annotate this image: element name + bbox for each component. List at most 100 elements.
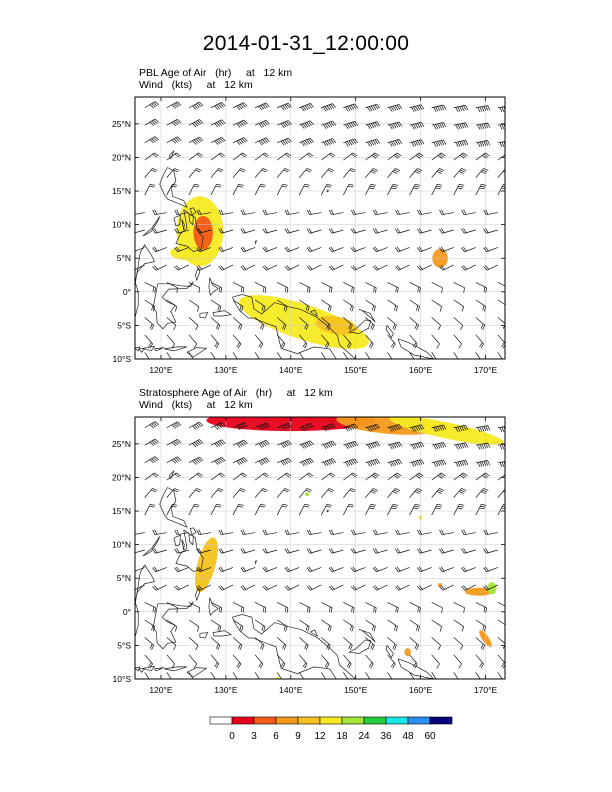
wind-barb-feather xyxy=(241,103,246,108)
wind-barb-feather xyxy=(328,168,334,171)
wind-barb-feather xyxy=(199,456,204,461)
map-frame xyxy=(134,96,506,360)
wind-barb-feather xyxy=(195,423,200,428)
wind-barb-feather xyxy=(238,184,244,186)
wind-barb-feather xyxy=(176,607,178,613)
wind-barb-feather xyxy=(437,443,441,449)
wind-barb-feather xyxy=(439,425,443,431)
wind-barb-feather xyxy=(330,424,335,429)
wind-barb-feather xyxy=(501,507,505,509)
wind-barb-staff xyxy=(409,317,419,326)
wind-barb-feather xyxy=(214,460,219,465)
wind-barb-staff xyxy=(166,672,172,679)
wind-barb-feather xyxy=(176,228,180,233)
colorbar-label: 36 xyxy=(380,731,392,742)
wind-barb-feather xyxy=(463,152,468,157)
colorbar-label: 18 xyxy=(336,731,348,742)
wind-barb-feather xyxy=(370,184,377,186)
wind-barb-feather xyxy=(437,504,443,506)
wind-barb-feather xyxy=(483,473,489,478)
colorbar-label: 12 xyxy=(314,731,326,742)
wind-barb-feather xyxy=(459,106,463,112)
wind-barb-feather xyxy=(461,460,465,466)
wind-barb-feather xyxy=(262,286,265,292)
wind-barb-feather xyxy=(485,425,489,431)
wind-barb-feather xyxy=(394,228,399,234)
wind-barb-feather xyxy=(437,141,441,146)
wind-barb-feather xyxy=(439,473,445,478)
wind-barb-feather xyxy=(300,444,305,449)
wind-barb-feather xyxy=(199,439,204,444)
wind-barb-feather xyxy=(322,444,327,449)
wind-barb-feather xyxy=(349,169,355,173)
wind-barb-feather xyxy=(501,682,504,686)
wind-barb-feather xyxy=(149,185,155,188)
wind-barb-feather xyxy=(238,442,243,447)
y-tick-label: 10°S xyxy=(112,354,131,364)
wind-barb-feather xyxy=(455,142,459,148)
wind-barb-feather xyxy=(284,209,288,215)
wind-barb-feather xyxy=(326,442,331,448)
wind-barb-feather xyxy=(506,287,507,292)
wind-barb-feather xyxy=(458,663,462,669)
wind-barb-feather xyxy=(284,121,289,127)
wind-barb-feather xyxy=(485,566,489,572)
wind-barb-feather xyxy=(374,228,379,233)
wind-barb-feather xyxy=(371,325,375,331)
wind-barb-staff xyxy=(397,532,410,536)
wind-barb-feather xyxy=(328,488,334,491)
wind-barb-feather xyxy=(479,342,483,347)
wind-barb-feather xyxy=(350,488,357,491)
wind-barb-feather xyxy=(153,119,158,124)
wind-barb-staff xyxy=(497,317,505,325)
wind-barb-feather xyxy=(328,266,333,271)
wind-barb-feather xyxy=(350,548,355,554)
x-tick-label: 130°E xyxy=(214,365,238,375)
wind-barb-staff xyxy=(387,352,393,359)
wind-barb-feather xyxy=(198,246,202,252)
wind-barb-feather xyxy=(481,426,485,432)
wind-barb-feather xyxy=(392,643,396,649)
wind-barb-feather xyxy=(393,475,399,479)
wind-barb-staff xyxy=(409,168,418,178)
wind-barb-feather xyxy=(171,139,177,144)
wind-barb-feather xyxy=(236,140,241,146)
wind-barb-feather xyxy=(286,548,290,553)
wind-barb-feather xyxy=(242,548,246,553)
wind-barb-feather xyxy=(433,142,437,147)
wind-barb-feather xyxy=(196,529,200,535)
wind-barb-feather xyxy=(352,472,358,477)
wind-barb-feather xyxy=(194,504,200,506)
wind-barb-feather xyxy=(265,137,270,142)
wind-barb-feather xyxy=(308,458,313,464)
wind-barb-feather xyxy=(501,106,505,112)
wind-barb-feather xyxy=(214,662,218,667)
wind-barb-feather xyxy=(455,427,459,433)
wind-barb-feather xyxy=(396,152,402,157)
wind-barb-feather xyxy=(286,472,292,477)
wind-barb-feather xyxy=(197,306,200,312)
wind-barb-feather xyxy=(154,101,160,106)
wind-barb-feather xyxy=(372,567,377,572)
wind-barb-feather xyxy=(240,586,245,591)
wind-barb-feather xyxy=(258,342,262,347)
wind-barb-feather xyxy=(368,662,373,667)
wind-barb-feather xyxy=(241,306,244,312)
wind-barb-feather xyxy=(330,104,335,109)
wind-barb-feather xyxy=(192,425,197,430)
wind-barb-staff xyxy=(419,532,432,536)
wind-barb-feather xyxy=(236,443,241,448)
wind-barb-feather xyxy=(196,586,201,591)
wind-barb-feather xyxy=(435,682,438,686)
map-frame xyxy=(134,416,506,680)
coastline xyxy=(142,665,156,672)
wind-barb-feather xyxy=(506,124,508,129)
coastline xyxy=(232,294,357,359)
y-tick-label: 20°N xyxy=(112,152,131,162)
wind-barb-feather xyxy=(348,140,353,146)
wind-barb-feather xyxy=(217,305,220,311)
wind-barb-feather xyxy=(322,426,327,432)
wind-barb-feather xyxy=(154,421,160,426)
wind-barb-feather xyxy=(483,106,487,112)
wind-barb-staff xyxy=(135,532,145,535)
